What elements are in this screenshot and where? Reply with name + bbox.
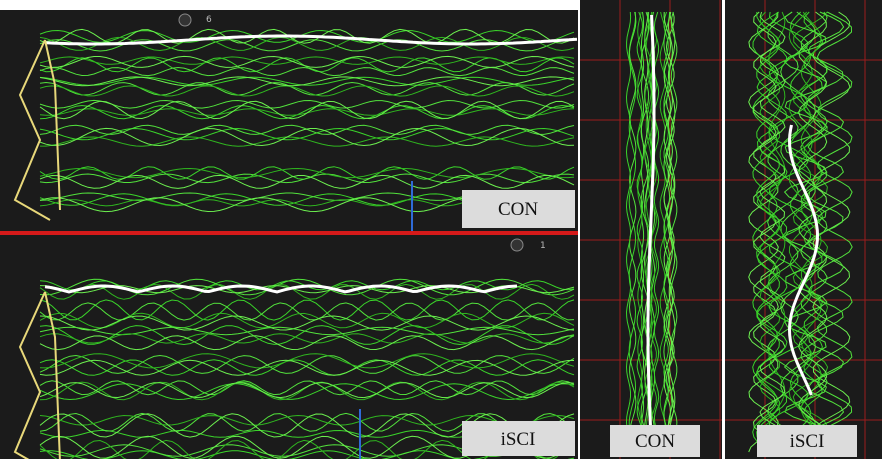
trajectory [663, 11, 672, 453]
camera-marker [510, 238, 524, 252]
trajectory [39, 100, 575, 120]
trajectory-highlight [44, 34, 578, 46]
trajectory [647, 11, 653, 453]
trajectory [667, 11, 673, 453]
trajectory [39, 66, 575, 77]
trajectory-highlight [646, 14, 656, 441]
trajectory [39, 359, 574, 376]
trajectory [39, 173, 575, 184]
trajectory [39, 414, 575, 426]
trajectory [40, 136, 575, 147]
marker-number: 1 [540, 241, 546, 251]
trajectory [752, 11, 777, 453]
trajectory [768, 11, 809, 453]
trajectory [783, 11, 828, 453]
trajectory [39, 413, 575, 438]
trajectory [756, 11, 788, 453]
trajectory [39, 412, 575, 432]
trajectory [39, 28, 575, 44]
trajectory [39, 353, 575, 369]
trajectory-highlight [787, 124, 820, 396]
trajectory [39, 383, 575, 401]
trajectory [748, 11, 779, 453]
trajectory [752, 11, 778, 453]
trajectory [39, 174, 575, 189]
trajectory [39, 382, 575, 399]
label-box [757, 425, 857, 457]
labels: 6 1 CON iSCI CON iSCI [178, 13, 857, 457]
trajectory [39, 380, 575, 396]
panel-label: CON [498, 199, 538, 220]
trajectory [39, 127, 575, 141]
trajectory [39, 325, 575, 346]
trajectory [803, 11, 824, 453]
panel-label: iSCI [501, 429, 536, 450]
trajectory [39, 81, 575, 96]
trajectory [39, 315, 575, 331]
trajectory [39, 333, 575, 344]
trajectory [807, 11, 845, 453]
trajectory-highlight [44, 284, 518, 294]
trajectory [39, 312, 575, 329]
trajectory [670, 11, 678, 453]
trajectory [637, 11, 643, 453]
trajectory [39, 85, 575, 97]
trajectory [628, 11, 637, 453]
panel-top-con [580, 0, 722, 459]
trajectory [798, 11, 828, 453]
trajectory [759, 11, 781, 453]
trajectory [628, 11, 637, 453]
camera-marker [178, 13, 192, 27]
label-box [610, 425, 700, 457]
trajectory [39, 359, 575, 376]
trajectory [636, 11, 644, 453]
trajectory [768, 11, 786, 453]
trajectory [39, 56, 575, 65]
trajectory [767, 11, 799, 453]
trajectory [39, 76, 575, 87]
trajectory [39, 450, 575, 459]
label-box [462, 190, 575, 228]
trajectory [663, 11, 671, 453]
trajectory [644, 11, 649, 453]
trajectory [39, 167, 575, 179]
trajectory [665, 11, 675, 453]
trajectory [39, 299, 575, 321]
trajectory [653, 11, 660, 453]
divider [0, 231, 578, 235]
panel-label: CON [635, 431, 675, 452]
marker-number: 6 [206, 15, 212, 25]
label-box [462, 421, 575, 456]
trajectory [625, 11, 632, 453]
panel-label: iSCI [790, 431, 825, 452]
trajectory [39, 57, 575, 73]
trajectory [39, 76, 575, 86]
trajectory [39, 104, 575, 120]
trajectory [39, 55, 575, 68]
skeleton [13, 39, 61, 221]
trajectory [788, 11, 813, 453]
trajectory [39, 36, 575, 52]
panel-top-isci [725, 0, 882, 459]
trajectory [39, 335, 575, 351]
trajectory [756, 11, 780, 453]
trajectory [39, 354, 575, 374]
trajectory [39, 29, 575, 43]
trajectory [39, 127, 575, 147]
trajectory [650, 11, 657, 453]
trajectory [39, 99, 575, 109]
